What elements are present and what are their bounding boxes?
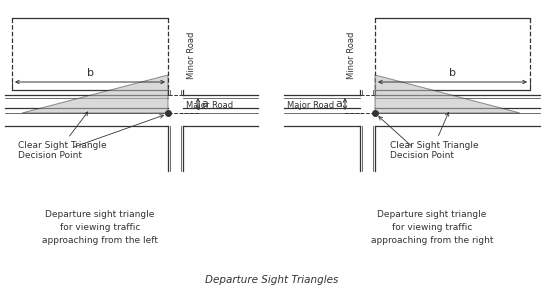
Text: Clear Sight Triangle: Clear Sight Triangle [18, 112, 107, 150]
Polygon shape [375, 75, 520, 113]
Text: Departure sight triangle
for viewing traffic
approaching from the right: Departure sight triangle for viewing tra… [371, 210, 493, 245]
Text: Decision Point: Decision Point [379, 116, 454, 160]
Text: Major Road: Major Road [186, 100, 233, 110]
Text: Departure sight triangle
for viewing traffic
approaching from the left: Departure sight triangle for viewing tra… [42, 210, 158, 245]
Polygon shape [22, 75, 168, 113]
Text: Minor Road: Minor Road [186, 31, 196, 79]
Text: Clear Sight Triangle: Clear Sight Triangle [390, 112, 479, 150]
Text: Minor Road: Minor Road [348, 31, 356, 79]
Text: a: a [201, 99, 208, 109]
Text: Departure Sight Triangles: Departure Sight Triangles [205, 275, 338, 285]
Text: b: b [449, 68, 456, 78]
Text: b: b [87, 68, 94, 78]
Text: a: a [335, 99, 342, 109]
Text: Decision Point: Decision Point [18, 115, 164, 160]
Text: Major Road: Major Road [287, 100, 334, 110]
